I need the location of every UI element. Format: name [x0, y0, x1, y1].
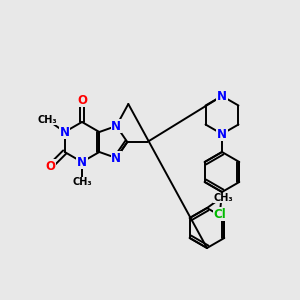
Text: N: N: [217, 89, 227, 103]
Text: O: O: [46, 160, 56, 172]
Text: N: N: [217, 128, 227, 140]
Text: CH₃: CH₃: [72, 177, 92, 187]
Text: CH₃: CH₃: [38, 115, 58, 125]
Text: N: N: [77, 155, 87, 169]
Text: N: N: [111, 152, 121, 164]
Text: O: O: [77, 94, 87, 106]
Text: N: N: [111, 119, 121, 133]
Text: N: N: [60, 125, 70, 139]
Text: Cl: Cl: [214, 208, 226, 220]
Text: CH₃: CH₃: [213, 193, 233, 203]
